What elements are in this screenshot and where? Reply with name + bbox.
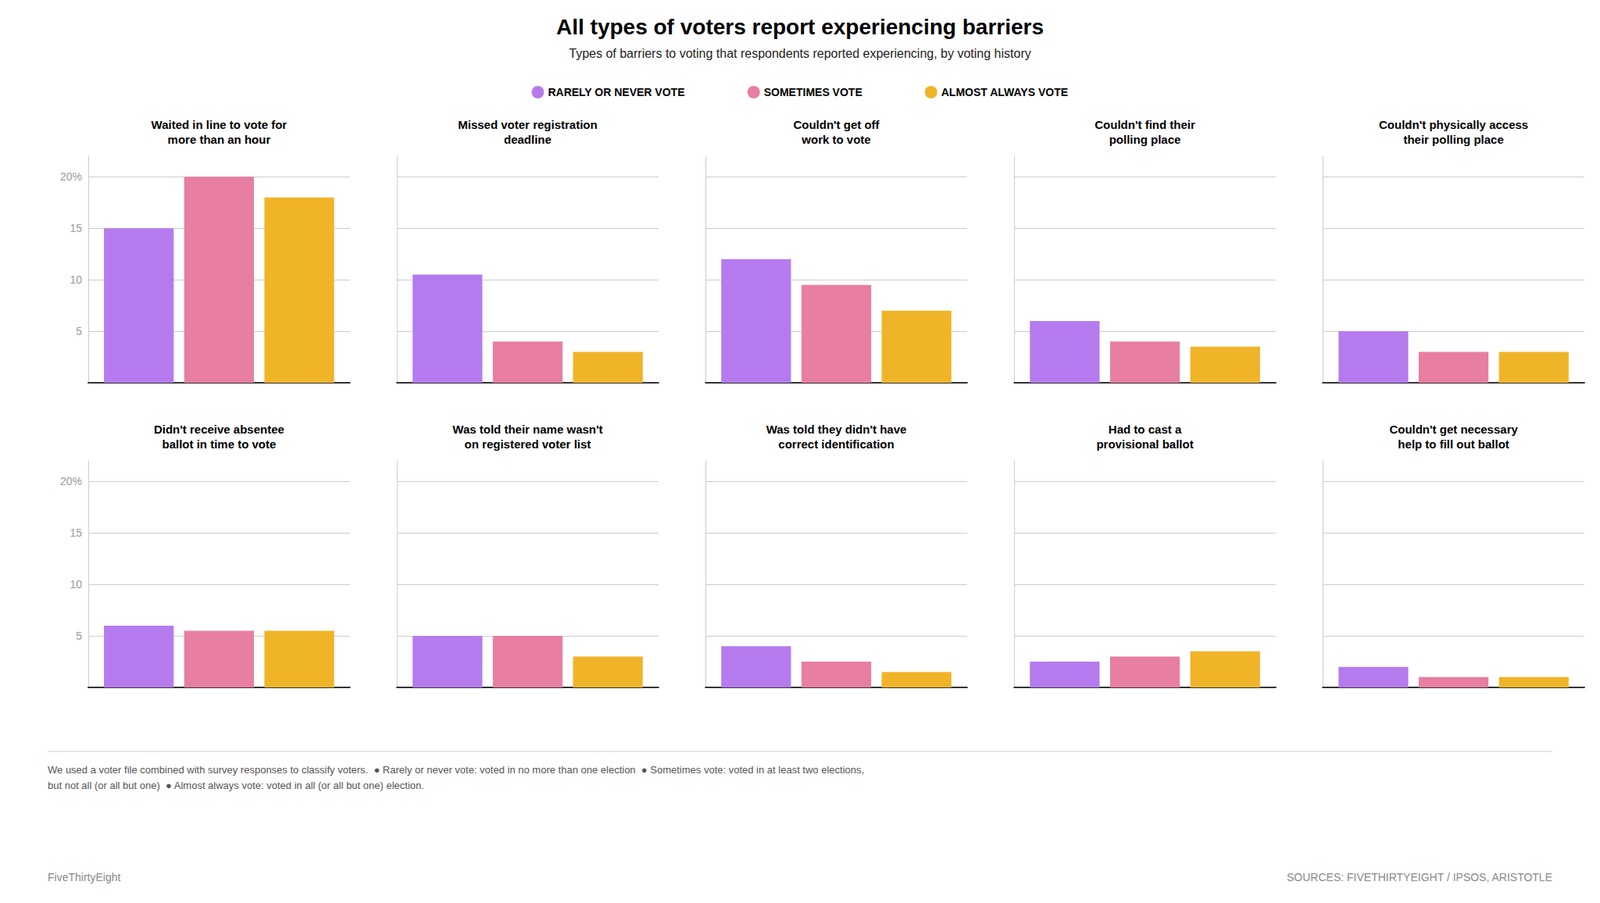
svg-text:5: 5 <box>75 629 83 643</box>
svg-text:correct identification: correct identification <box>778 437 894 451</box>
svg-text:5: 5 <box>75 325 83 338</box>
svg-text:Was told they didn't have: Was told they didn't have <box>766 422 908 436</box>
svg-text:but not all (or all but one): but not all (or all but one) ● Almost al… <box>47 779 425 792</box>
svg-text:ballot in time to vote: ballot in time to vote <box>161 437 276 451</box>
svg-text:Had to cast a: Had to cast a <box>1108 422 1183 436</box>
svg-text:SOMETIMES VOTE: SOMETIMES VOTE <box>764 85 863 99</box>
svg-text:We used a voter file combined: We used a voter file combined with surve… <box>47 764 865 776</box>
svg-text:SOURCES: FIVETHIRTYEIGHT / IPS: SOURCES: FIVETHIRTYEIGHT / IPSOS, ARISTO… <box>1286 871 1553 884</box>
svg-text:Types of barriers to voting th: Types of barriers to voting that respond… <box>568 46 1031 61</box>
svg-text:work to vote: work to vote <box>800 132 871 147</box>
svg-text:10: 10 <box>69 578 83 591</box>
svg-text:20%: 20% <box>60 170 83 183</box>
svg-text:more than an hour: more than an hour <box>167 132 272 147</box>
svg-text:10: 10 <box>69 273 83 286</box>
svg-text:deadline: deadline <box>503 132 552 147</box>
svg-text:help to fill out ballot: help to fill out ballot <box>1397 437 1509 451</box>
svg-text:15: 15 <box>69 221 83 235</box>
svg-text:on registered voter list: on registered voter list <box>464 437 592 451</box>
svg-text:Couldn't get necessary: Couldn't get necessary <box>1389 422 1518 436</box>
svg-text:polling place: polling place <box>1109 132 1182 147</box>
svg-text:provisional ballot: provisional ballot <box>1096 437 1193 451</box>
svg-text:Didn't receive absentee: Didn't receive absentee <box>153 422 285 436</box>
svg-text:All types of voters report exp: All types of voters report experiencing … <box>556 14 1044 40</box>
svg-text:RARELY OR NEVER VOTE: RARELY OR NEVER VOTE <box>547 85 685 99</box>
svg-text:Was told their name wasn't: Was told their name wasn't <box>452 422 603 436</box>
svg-text:Couldn't find their: Couldn't find their <box>1094 117 1196 132</box>
svg-text:FiveThirtyEight: FiveThirtyEight <box>47 871 121 884</box>
svg-text:ALMOST ALWAYS VOTE: ALMOST ALWAYS VOTE <box>941 85 1068 99</box>
svg-text:15: 15 <box>69 526 83 540</box>
svg-text:Missed voter registration: Missed voter registration <box>457 117 597 132</box>
svg-text:their polling place: their polling place <box>1403 132 1504 147</box>
svg-text:Waited in line to vote for: Waited in line to vote for <box>151 117 288 132</box>
svg-text:Couldn't get off: Couldn't get off <box>792 117 880 132</box>
svg-text:20%: 20% <box>60 475 83 488</box>
svg-text:Couldn't physically access: Couldn't physically access <box>1378 117 1529 132</box>
